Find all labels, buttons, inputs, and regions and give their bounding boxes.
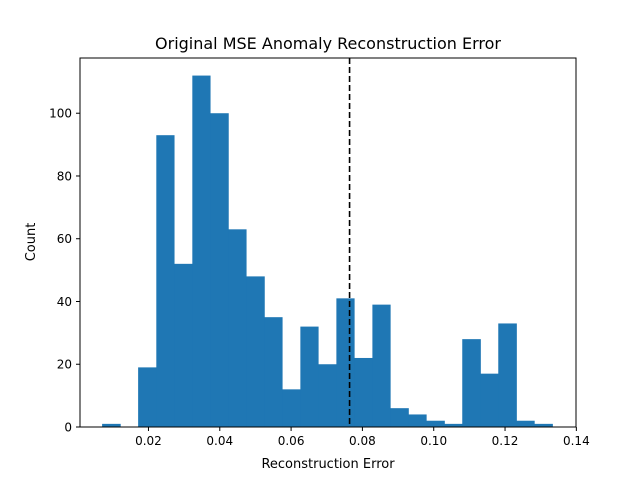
y-tick-label: 20	[57, 358, 72, 372]
x-axis-label: Reconstruction Error	[261, 457, 395, 472]
y-axis-label: Count	[24, 223, 39, 262]
y-tick-label: 80	[57, 169, 72, 183]
y-axis-ticks: 0 20 40 60 80 100	[49, 107, 80, 435]
y-tick-label: 0	[64, 421, 72, 435]
histogram-bar	[192, 75, 211, 428]
histogram-bar	[462, 339, 481, 427]
histogram-bar	[390, 408, 409, 427]
histogram-bar	[102, 423, 121, 427]
histogram-bar	[174, 263, 193, 427]
x-tick-label: 0.06	[278, 434, 305, 448]
histogram-bar	[354, 357, 373, 427]
histogram-bar	[372, 304, 391, 427]
chart-title: Original MSE Anomaly Reconstruction Erro…	[155, 34, 501, 53]
histogram-bar	[408, 414, 427, 427]
histogram-bar	[282, 389, 301, 427]
histogram-bar	[336, 298, 355, 427]
histogram-bar	[156, 135, 175, 427]
histogram-bar	[246, 276, 265, 427]
histogram-bars	[102, 75, 553, 428]
histogram-bar	[264, 317, 283, 427]
histogram-bar	[534, 423, 553, 427]
x-tick-label: 0.08	[349, 434, 376, 448]
histogram-bar	[480, 373, 499, 427]
x-tick-label: 0.12	[492, 434, 519, 448]
histogram-bar	[300, 326, 319, 427]
histogram-bar	[426, 420, 445, 427]
x-axis-ticks: 0.02 0.04 0.06 0.08 0.10 0.12 0.14	[135, 427, 590, 448]
histogram-bar	[444, 423, 463, 427]
x-tick-label: 0.04	[206, 434, 233, 448]
histogram-bar	[138, 367, 157, 427]
plot-frame	[79, 57, 577, 428]
histogram-bar	[210, 113, 229, 427]
histogram-bar	[498, 323, 517, 427]
y-tick-label: 100	[49, 107, 72, 121]
y-tick-label: 60	[57, 232, 72, 246]
y-tick-label: 40	[57, 295, 72, 309]
histogram-bar	[516, 420, 535, 427]
histogram-bar	[228, 229, 247, 427]
x-tick-label: 0.10	[420, 434, 447, 448]
histogram-bar	[318, 364, 337, 427]
x-tick-label: 0.14	[563, 434, 590, 448]
x-tick-label: 0.02	[135, 434, 162, 448]
